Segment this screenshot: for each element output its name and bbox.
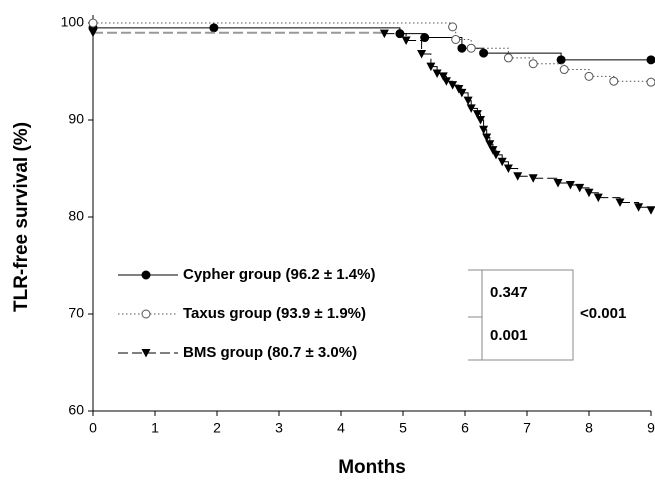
legend-label: Cypher group (96.2 ± 1.4%) — [183, 266, 375, 283]
marker — [559, 65, 569, 75]
y-axis-title: TLR-free survival (%) — [11, 122, 32, 312]
marker — [646, 206, 655, 215]
y-tick-label: 100 — [61, 14, 85, 30]
marker — [448, 81, 458, 90]
marker — [401, 36, 411, 45]
y-tick-label: 80 — [68, 208, 84, 224]
marker — [556, 55, 566, 65]
marker — [448, 22, 458, 32]
x-tick-label: 1 — [151, 420, 159, 436]
step-line — [93, 31, 386, 34]
x-tick-label: 3 — [275, 420, 283, 436]
marker — [457, 43, 467, 53]
legend-marker — [141, 270, 151, 280]
marker — [503, 164, 513, 173]
marker — [513, 172, 523, 181]
bracket — [482, 269, 574, 361]
x-tick-label: 2 — [213, 420, 221, 436]
marker — [417, 50, 427, 59]
marker — [441, 77, 451, 86]
step-line — [558, 182, 571, 185]
step-line — [93, 22, 454, 27]
y-tick-label: 90 — [68, 111, 84, 127]
marker — [466, 104, 476, 113]
marker — [593, 193, 603, 203]
step-line — [589, 192, 599, 198]
series — [93, 22, 652, 83]
marker — [646, 77, 655, 87]
p-value: 0.347 — [490, 284, 528, 301]
marker — [472, 110, 482, 119]
marker — [438, 72, 448, 81]
marker — [488, 146, 498, 155]
marker — [528, 59, 538, 69]
marker — [528, 174, 538, 183]
marker — [646, 55, 655, 65]
legend-label: BMS group (80.7 ± 3.0%) — [183, 344, 357, 361]
step-line — [406, 39, 423, 55]
x-tick-label: 0 — [89, 420, 97, 436]
marker — [634, 203, 644, 212]
step-line — [598, 197, 621, 203]
y-tick-label: 60 — [68, 402, 84, 418]
marker — [432, 69, 442, 78]
marker — [565, 180, 575, 190]
legend-marker — [141, 309, 151, 319]
marker — [503, 53, 513, 63]
series — [93, 27, 651, 61]
step-line — [533, 63, 565, 70]
x-tick-label: 7 — [523, 420, 531, 436]
marker — [426, 62, 436, 72]
marker — [451, 34, 461, 44]
marker — [463, 96, 473, 106]
marker — [88, 28, 98, 38]
step-line — [533, 177, 559, 184]
legend-label: Taxus group (93.9 ± 1.9%) — [183, 305, 366, 322]
p-value: <0.001 — [580, 305, 626, 322]
x-tick-label: 8 — [585, 420, 593, 436]
step-line — [613, 80, 652, 83]
marker — [457, 88, 467, 98]
x-tick-label: 6 — [461, 420, 469, 436]
marker — [476, 116, 485, 125]
marker — [485, 140, 495, 149]
marker — [479, 125, 489, 135]
marker — [420, 33, 430, 43]
x-tick-label: 4 — [337, 420, 345, 436]
step-line — [579, 187, 590, 193]
marker — [482, 133, 492, 142]
marker — [88, 18, 98, 28]
marker — [553, 179, 563, 188]
y-tick-label: 70 — [68, 305, 84, 321]
step-line — [384, 33, 407, 41]
marker — [584, 188, 594, 198]
step-line — [421, 53, 432, 67]
x-tick-label: 5 — [399, 420, 407, 436]
bracket — [468, 269, 483, 361]
p-value-brackets — [468, 269, 574, 361]
marker — [491, 150, 501, 160]
marker — [615, 198, 625, 207]
marker — [479, 48, 489, 58]
legend-marker — [141, 349, 151, 358]
x-axis-title: Months — [338, 457, 406, 478]
marker — [575, 183, 585, 193]
marker — [497, 157, 507, 167]
step-line — [471, 47, 509, 58]
p-value: 0.001 — [490, 327, 528, 344]
marker — [609, 76, 619, 86]
marker — [466, 43, 476, 53]
marker — [209, 23, 219, 33]
marker — [584, 71, 594, 81]
x-tick-label: 9 — [647, 420, 655, 436]
step-line — [483, 52, 562, 60]
marker — [379, 29, 389, 39]
